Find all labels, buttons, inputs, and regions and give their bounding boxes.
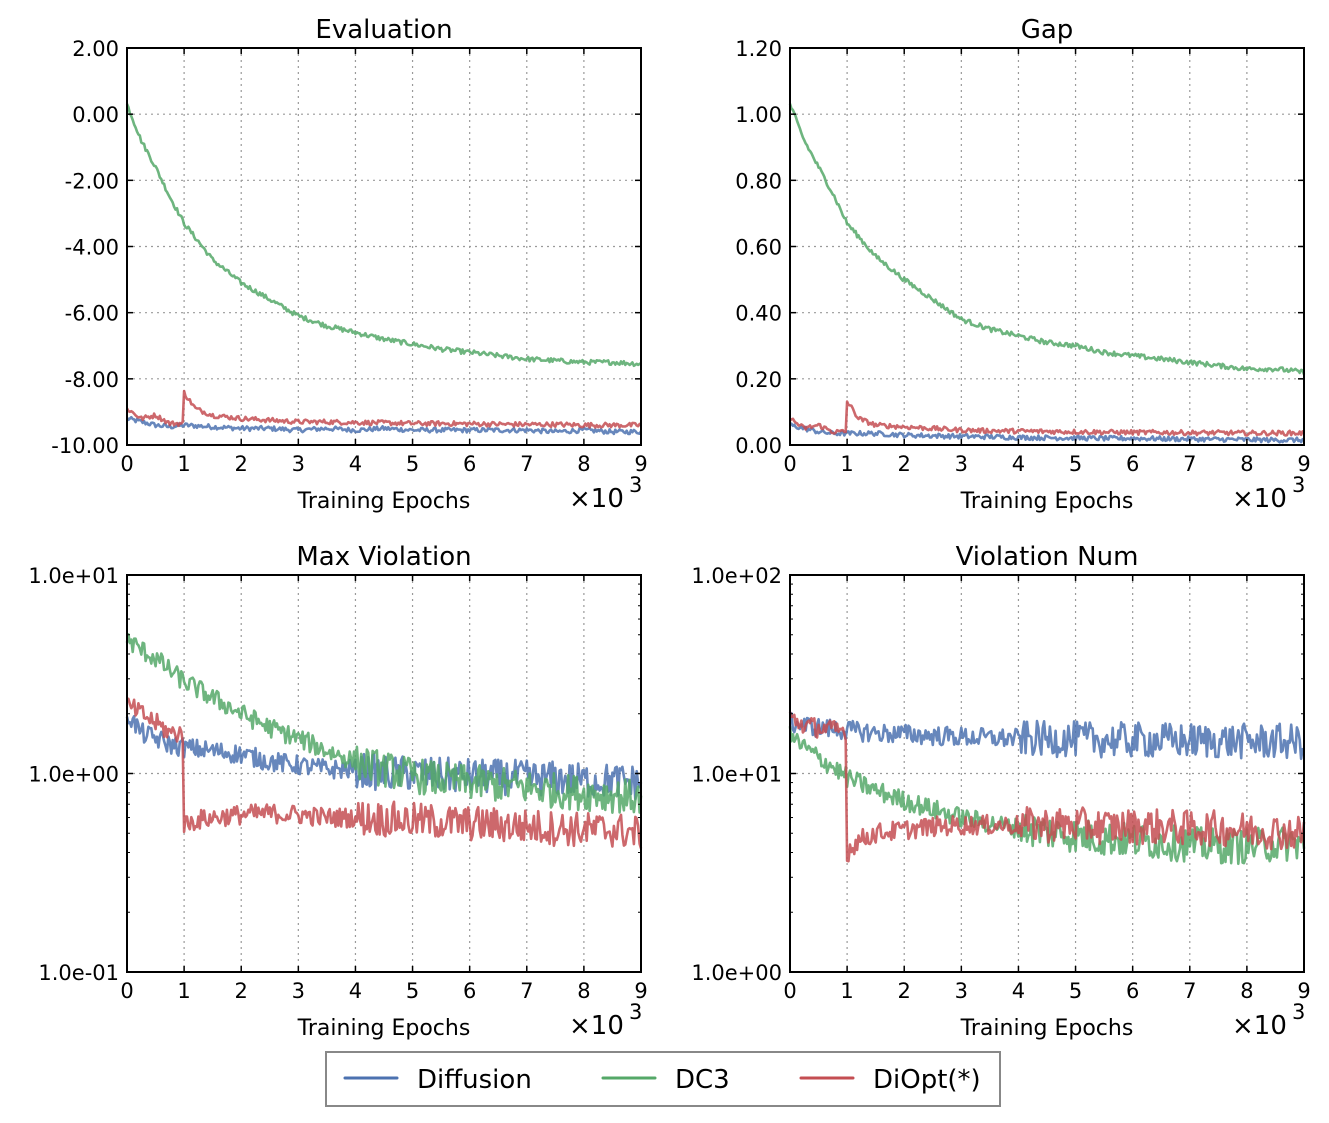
x-tick-label: 3 (292, 979, 305, 1003)
x-tick-label: 9 (1297, 979, 1310, 1003)
x-axis-label: Training Epochs (297, 489, 471, 514)
chart-title: Violation Num (956, 542, 1139, 572)
x-tick-label: 0 (120, 979, 133, 1003)
y-tick-label: -10.00 (51, 434, 119, 458)
series-line-dc3 (125, 103, 642, 368)
x-tick-label: 2 (898, 452, 911, 476)
panel-violation-num: 0 1 2 3 4 5 6 7 8 9 1.0e+02 1.0e+01 1.0e+00 Violation… (691, 542, 1310, 1041)
x-tick-label: 8 (1240, 979, 1253, 1003)
y-tick-label: 0.40 (735, 302, 782, 326)
series-line-diffusion (788, 711, 1305, 761)
legend-label-diopt: DiOpt(*) (873, 1065, 981, 1095)
panel-evaluation: 0 1 2 3 4 5 6 7 8 9 2.00 0.00 -2.00 -4.00 -6.00 -8.00 -1… (51, 15, 647, 514)
x-tick-label: 1 (177, 979, 190, 1003)
x-tick-label: 9 (1297, 452, 1310, 476)
series-line-diffusion (125, 415, 643, 436)
legend-label-diffusion: Diffusion (417, 1065, 532, 1095)
panels: 0 1 2 3 4 5 6 7 8 9 2.00 0.00 -2.00 -4.00 -6.00 -8.00 -1… (28, 15, 1310, 1041)
panel-gap: 0 1 2 3 4 5 6 7 8 9 1.20 1.00 0.80 0.60 0.40 0.20 0.00 Ga… (735, 15, 1310, 514)
x-axis-multiplier-exponent: 3 (1292, 473, 1305, 497)
y-tick-label: 1.0e+00 (691, 961, 782, 985)
x-tick-label: 0 (120, 452, 133, 476)
series-line-diopt (125, 389, 642, 429)
x-tick-label: 8 (577, 452, 590, 476)
series-line-diopt (789, 400, 1305, 437)
x-tick-label: 2 (235, 452, 248, 476)
legend-label-dc3: DC3 (675, 1065, 730, 1095)
legend: Diffusion DC3 DiOpt(*) (325, 1051, 1001, 1107)
y-tick-label: 1.0e+01 (691, 763, 782, 787)
x-tick-label: 4 (1012, 979, 1025, 1003)
series-line-dc3 (125, 632, 643, 815)
y-tick-label: 0.60 (735, 236, 782, 260)
y-tick-label: 0.00 (72, 103, 119, 127)
x-tick-label: 6 (1126, 979, 1139, 1003)
series-line-diffusion (789, 422, 1305, 444)
series-line-diopt (126, 697, 643, 849)
plot-frame (126, 47, 642, 446)
y-tick-label: -4.00 (65, 236, 119, 260)
y-tick-label: 0.00 (735, 434, 782, 458)
y-tick-label: -2.00 (65, 169, 119, 193)
legend-frame (325, 1051, 1001, 1107)
x-tick-label: 5 (1069, 452, 1082, 476)
x-tick-label: 0 (783, 979, 796, 1003)
panel-max-violation: 0 1 2 3 4 5 6 7 8 9 1.0e+01 1.0e+00 1.0e-01 Max Viola… (28, 542, 647, 1041)
y-tick-label: 1.0e+02 (691, 564, 782, 588)
x-axis-multiplier-exponent: 3 (629, 473, 642, 497)
x-tick-label: 4 (349, 979, 362, 1003)
x-tick-label: 9 (634, 979, 647, 1003)
x-tick-label: 8 (577, 979, 590, 1003)
chart-title: Max Violation (296, 542, 471, 572)
x-tick-label: 3 (955, 452, 968, 476)
x-axis-multiplier-exponent: 3 (1292, 1000, 1305, 1024)
x-tick-label: 0 (783, 452, 796, 476)
x-axis-label: Training Epochs (960, 489, 1134, 514)
y-tick-label: -8.00 (65, 368, 119, 392)
x-tick-label: 7 (520, 979, 533, 1003)
x-tick-label: 6 (463, 452, 476, 476)
x-axis-multiplier: ×10 (569, 1011, 624, 1041)
x-tick-label: 6 (1126, 452, 1139, 476)
chart-title: Evaluation (315, 15, 452, 45)
x-tick-label: 1 (840, 979, 853, 1003)
x-tick-label: 4 (1012, 452, 1025, 476)
x-tick-label: 9 (634, 452, 647, 476)
x-tick-label: 2 (898, 979, 911, 1003)
x-tick-label: 3 (292, 452, 305, 476)
y-tick-label: -6.00 (65, 302, 119, 326)
chart-title: Gap (1021, 15, 1074, 45)
x-tick-label: 7 (1183, 452, 1196, 476)
y-tick-label: 1.0e+00 (28, 763, 119, 787)
x-axis-label: Training Epochs (960, 1016, 1134, 1041)
x-tick-label: 5 (406, 979, 419, 1003)
y-tick-label: 1.0e+01 (28, 564, 119, 588)
y-tick-label: 0.20 (735, 368, 782, 392)
x-tick-label: 6 (463, 979, 476, 1003)
x-tick-label: 1 (840, 452, 853, 476)
x-axis-multiplier: ×10 (1232, 1011, 1287, 1041)
y-tick-label: 1.0e-01 (38, 961, 119, 985)
x-tick-label: 5 (406, 452, 419, 476)
x-tick-label: 7 (1183, 979, 1196, 1003)
x-tick-label: 8 (1240, 452, 1253, 476)
x-tick-label: 2 (235, 979, 248, 1003)
x-axis-multiplier-exponent: 3 (629, 1000, 642, 1024)
x-axis-multiplier: ×10 (1232, 484, 1287, 514)
x-tick-label: 1 (177, 452, 190, 476)
y-tick-label: 1.20 (735, 37, 782, 61)
y-tick-label: 1.00 (735, 103, 782, 127)
x-tick-label: 7 (520, 452, 533, 476)
x-tick-label: 3 (955, 979, 968, 1003)
x-axis-label: Training Epochs (297, 1016, 471, 1041)
x-tick-label: 4 (349, 452, 362, 476)
x-axis-multiplier: ×10 (569, 484, 624, 514)
y-tick-label: 2.00 (72, 37, 119, 61)
x-tick-label: 5 (1069, 979, 1082, 1003)
y-tick-label: 0.80 (735, 169, 782, 193)
series-line-dc3 (788, 103, 1306, 375)
plot-frame (789, 574, 1305, 973)
series-line-diopt (788, 711, 1306, 863)
